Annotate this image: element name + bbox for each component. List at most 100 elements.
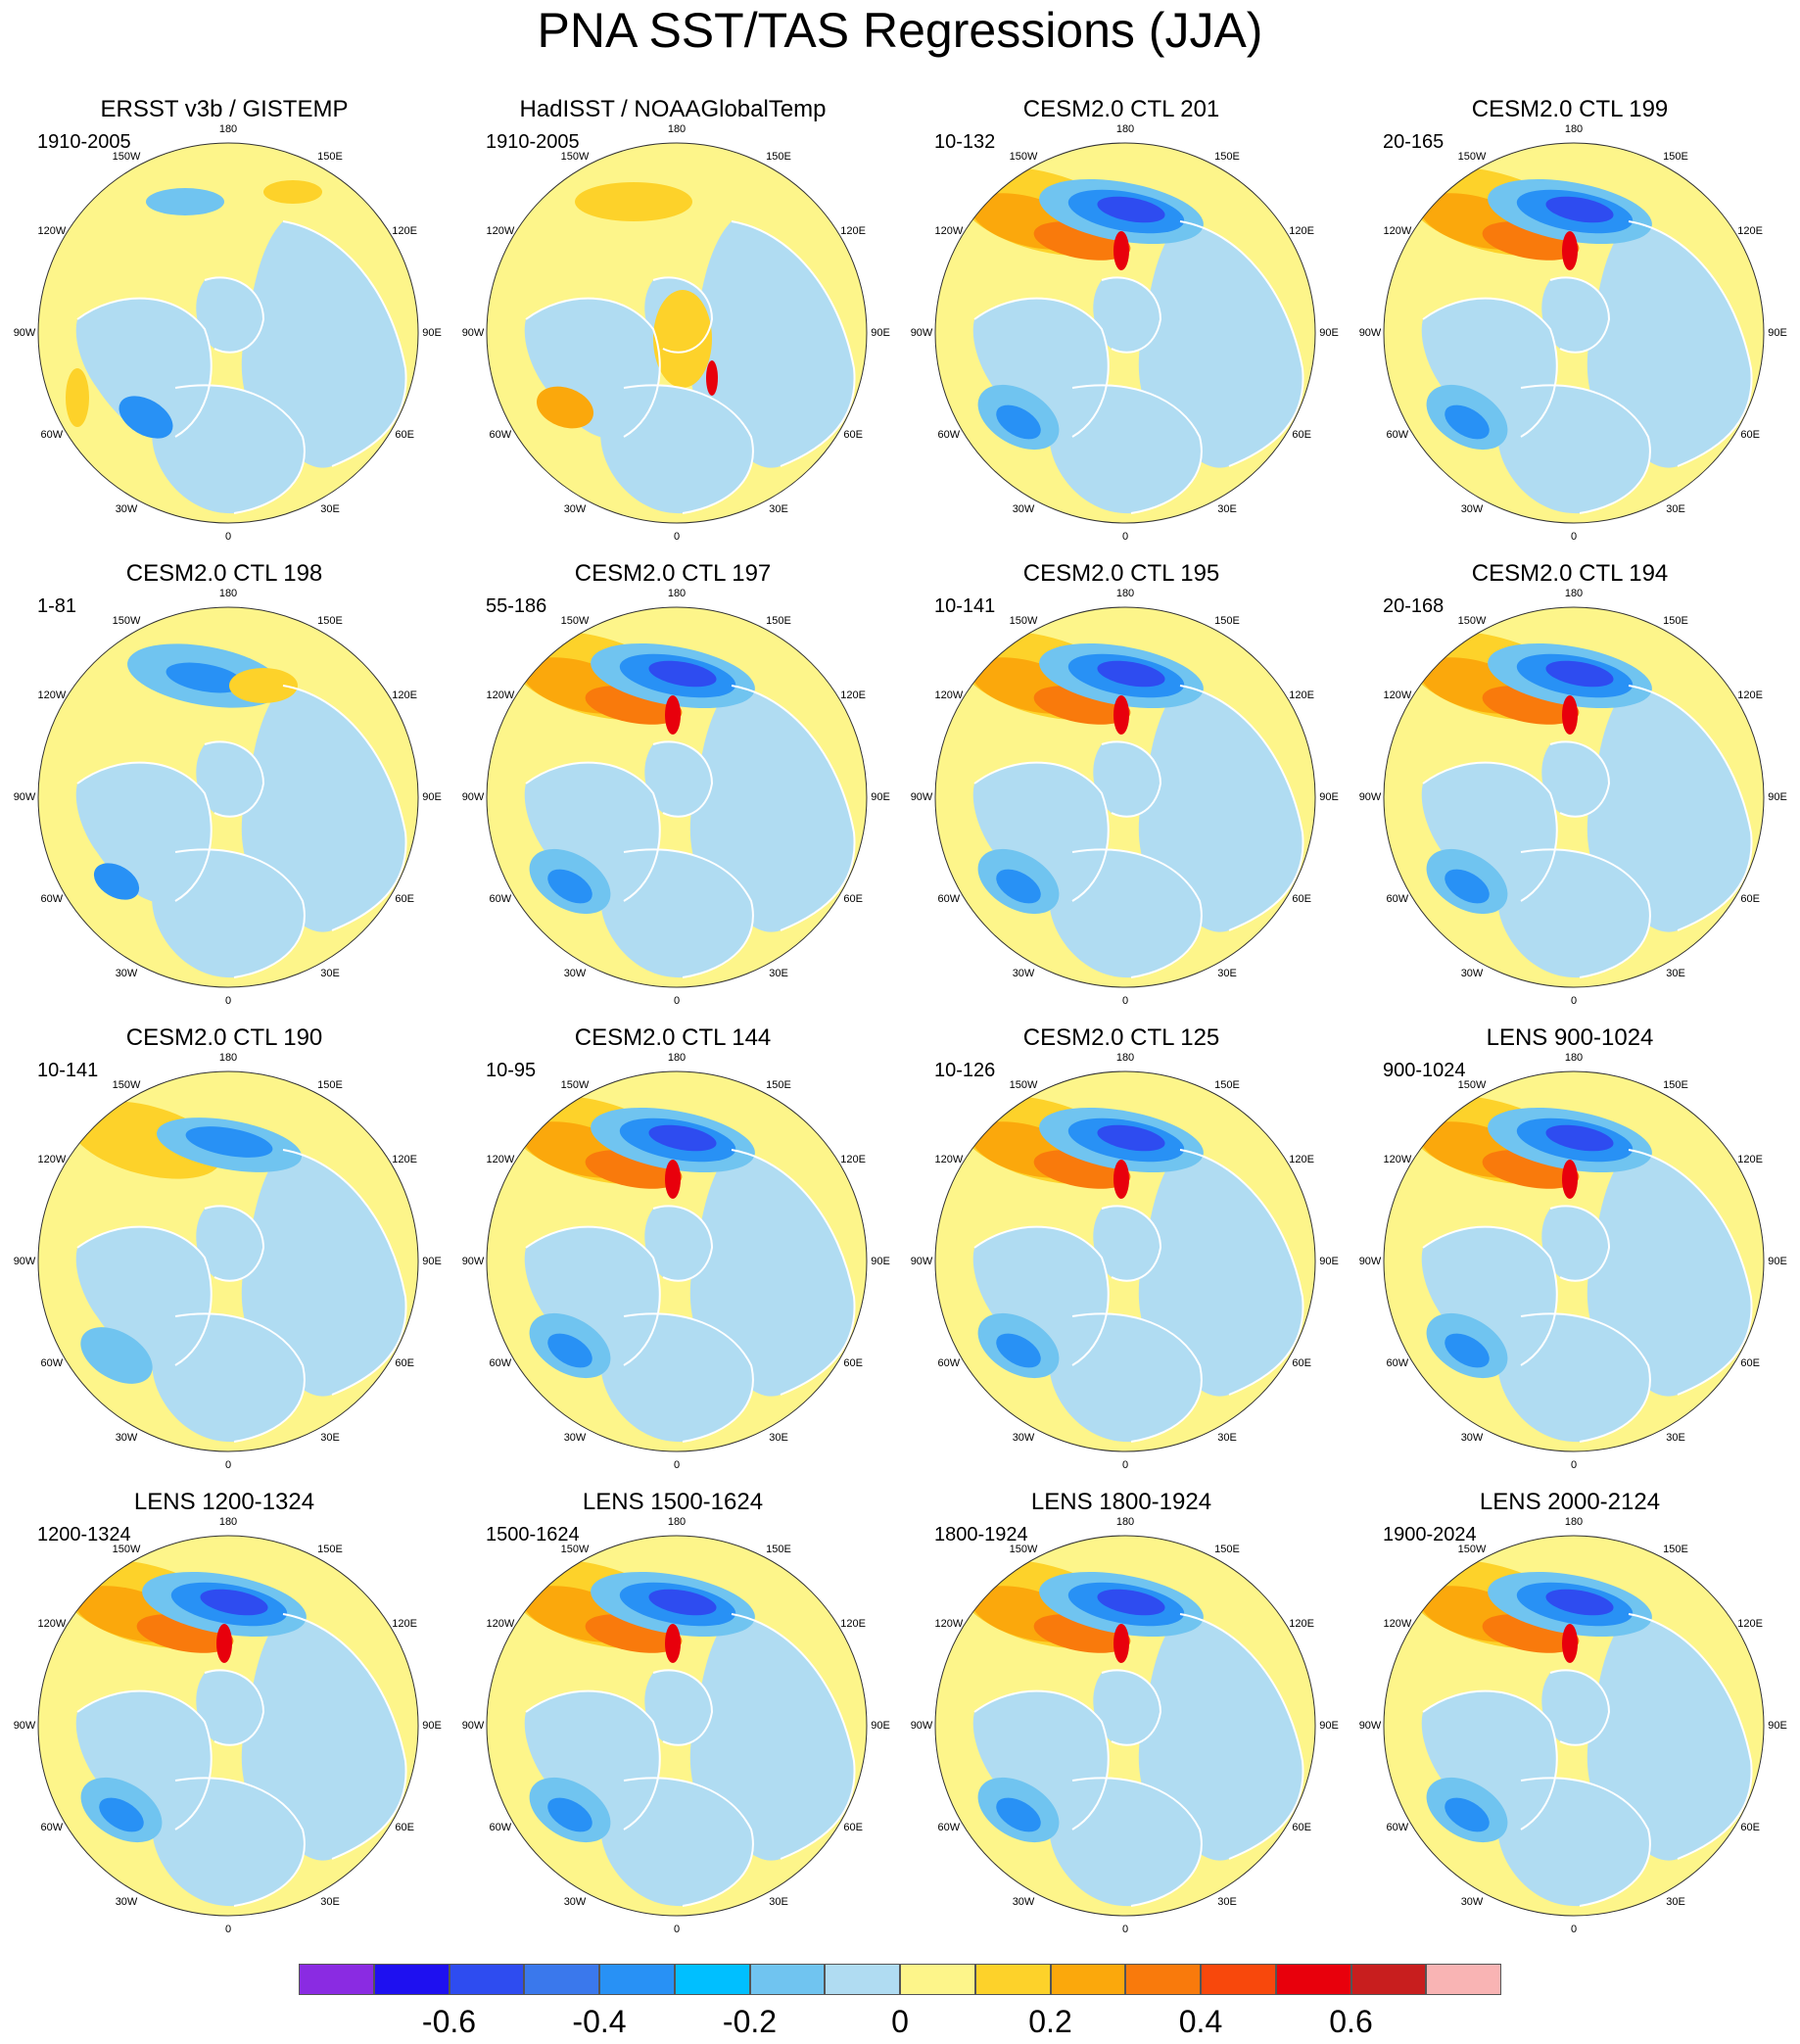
longitude-label: 120E (1737, 1618, 1763, 1630)
longitude-label: 60E (1292, 1822, 1311, 1833)
longitude-label: 90E (1319, 1256, 1339, 1267)
polar-map (486, 1535, 868, 1917)
longitude-label: 90E (422, 1720, 442, 1732)
longitude-label: 150W (560, 1543, 590, 1555)
longitude-label: 30W (1012, 968, 1035, 980)
longitude-label: 30W (1012, 503, 1035, 516)
panel-period: 1200-1324 (37, 1524, 131, 1545)
longitude-label: 180 (218, 1516, 238, 1528)
panel-title: LENS 1800-1924 (1030, 1489, 1212, 1515)
longitude-label: 0 (673, 1924, 681, 1935)
colorbar-swatch (749, 1964, 826, 1995)
longitude-label: 0 (673, 531, 681, 543)
longitude-label: 90W (461, 1720, 485, 1732)
longitude-label: 150W (1457, 150, 1487, 163)
longitude-label: 60W (1386, 1822, 1409, 1833)
longitude-label: 30E (769, 1432, 788, 1445)
longitude-label: 60W (1386, 893, 1409, 905)
panel-title: CESM2.0 CTL 190 (125, 1024, 323, 1051)
longitude-label: 120W (37, 1618, 67, 1630)
longitude-label: 60W (1386, 1357, 1409, 1369)
colorbar-swatch (974, 1964, 1051, 1995)
longitude-label: 90W (461, 1256, 485, 1267)
longitude-label: 60E (1292, 893, 1311, 905)
polar-map (934, 1070, 1316, 1452)
map-panel: LENS 1800-1924 1800-1924 180 150E 120E 90E 60E… (897, 1489, 1346, 1953)
longitude-label: 180 (218, 588, 238, 599)
longitude-label: 90E (871, 1256, 890, 1267)
longitude-label: 60W (40, 429, 64, 441)
longitude-label: 0 (224, 531, 232, 543)
longitude-label: 0 (1570, 531, 1578, 543)
longitude-label: 30W (1460, 968, 1484, 980)
longitude-label: 90W (1358, 791, 1382, 803)
polar-map (486, 606, 868, 988)
longitude-label: 180 (1115, 588, 1135, 599)
longitude-label: 0 (1121, 1459, 1129, 1471)
longitude-label: 0 (1121, 995, 1129, 1007)
longitude-label: 60W (40, 1357, 64, 1369)
map-panel: ERSST v3b / GISTEMP 1910-2005 180 150E 120E 9… (0, 96, 449, 560)
colorbar-swatch (674, 1964, 750, 1995)
longitude-label: 180 (218, 123, 238, 135)
map-panel: LENS 900-1024 900-1024 180 150E 120E 90E 60E 30… (1346, 1024, 1794, 1489)
panel-period: 1910-2005 (486, 131, 580, 153)
longitude-label: 120W (934, 1154, 964, 1165)
panel-period: 10-141 (37, 1060, 99, 1081)
longitude-label: 30E (1666, 968, 1685, 980)
longitude-label: 120W (1383, 689, 1412, 701)
polar-map (37, 1070, 419, 1452)
longitude-label: 60W (937, 1822, 961, 1833)
polar-map (934, 1535, 1316, 1917)
panel-title: LENS 1500-1624 (582, 1489, 764, 1515)
panel-title: LENS 2000-2124 (1479, 1489, 1661, 1515)
longitude-label: 30E (769, 503, 788, 516)
polar-map (486, 1070, 868, 1452)
longitude-label: 150E (766, 150, 791, 163)
colorbar-tick-label: 0.6 (1329, 2004, 1373, 2039)
longitude-label: 150W (1009, 150, 1038, 163)
longitude-label: 120E (1289, 1618, 1314, 1630)
longitude-label: 180 (667, 123, 687, 135)
polar-map (37, 142, 419, 524)
longitude-label: 90E (422, 327, 442, 339)
colorbar-swatch (825, 1964, 900, 1995)
longitude-label: 30E (320, 1432, 340, 1445)
longitude-label: 90E (871, 327, 890, 339)
longitude-label: 90W (910, 327, 933, 339)
longitude-label: 90E (1768, 327, 1787, 339)
longitude-label: 60E (1292, 1357, 1311, 1369)
longitude-label: 150E (1214, 1078, 1240, 1091)
panel-period: 1910-2005 (37, 131, 131, 153)
longitude-label: 150E (317, 1078, 343, 1091)
longitude-label: 120E (392, 1618, 417, 1630)
longitude-label: 120E (392, 225, 417, 237)
colorbar-swatch (1275, 1964, 1351, 1995)
longitude-label: 90E (1768, 791, 1787, 803)
longitude-label: 30E (1217, 968, 1237, 980)
polar-map (1383, 142, 1765, 524)
panel-title: CESM2.0 CTL 125 (1022, 1024, 1220, 1051)
longitude-label: 30E (320, 503, 340, 516)
longitude-label: 0 (673, 995, 681, 1007)
longitude-label: 180 (1115, 1052, 1135, 1064)
longitude-label: 30W (115, 1896, 138, 1909)
longitude-label: 120W (934, 689, 964, 701)
longitude-label: 30W (1012, 1896, 1035, 1909)
longitude-label: 90W (13, 791, 36, 803)
panel-title: ERSST v3b / GISTEMP (100, 96, 349, 122)
longitude-label: 120E (392, 689, 417, 701)
polar-map (1383, 1070, 1765, 1452)
polar-map (37, 1535, 419, 1917)
longitude-label: 150E (1663, 1078, 1688, 1091)
longitude-label: 120W (486, 1154, 515, 1165)
panel-title: LENS 1200-1324 (133, 1489, 315, 1515)
longitude-label: 30W (115, 1432, 138, 1445)
longitude-label: 90W (13, 327, 36, 339)
longitude-label: 0 (1570, 1924, 1578, 1935)
longitude-label: 30W (563, 1432, 587, 1445)
longitude-label: 0 (224, 995, 232, 1007)
longitude-label: 180 (667, 588, 687, 599)
longitude-label: 90E (422, 791, 442, 803)
longitude-label: 60W (937, 429, 961, 441)
